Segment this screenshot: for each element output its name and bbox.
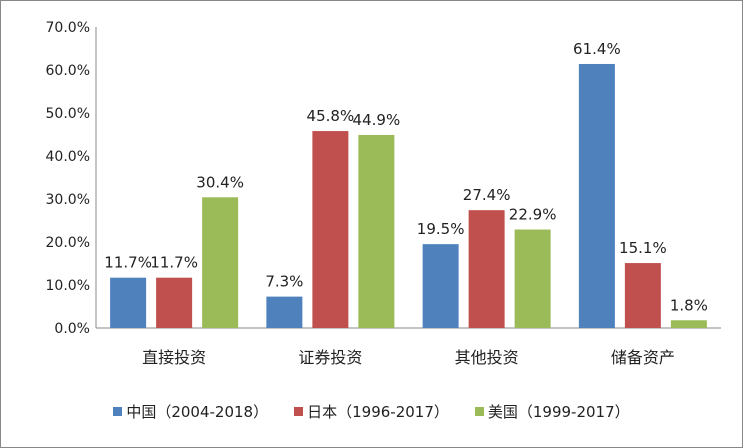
data-label: 27.4% <box>463 186 511 204</box>
bar <box>422 244 459 328</box>
legend-label: 美国（1999-2017） <box>487 403 630 421</box>
bar <box>670 320 707 328</box>
data-label: 22.9% <box>509 206 557 224</box>
data-label: 11.7% <box>104 254 152 272</box>
legend-swatch <box>294 407 304 416</box>
data-label: 1.8% <box>670 296 708 314</box>
data-label: 15.1% <box>619 239 667 257</box>
data-label: 45.8% <box>307 107 355 125</box>
plot-area: 0.0% 10.0% 20.0% 30.0% 40.0% 50.0% 60.0% 70.0% 直… <box>46 20 721 367</box>
x-tick-label: 其他投资 <box>455 348 519 367</box>
y-tick-label: 60.0% <box>46 63 90 79</box>
y-tick-label: 50.0% <box>46 106 90 122</box>
y-tick-label: 40.0% <box>46 149 90 165</box>
data-label: 30.4% <box>196 173 244 191</box>
bar <box>358 134 395 328</box>
data-label: 44.9% <box>353 111 401 129</box>
bar <box>578 63 615 328</box>
legend-item: 日本（1996-2017） <box>294 401 449 422</box>
bar <box>266 296 303 328</box>
legend-swatch <box>474 407 484 416</box>
bar <box>514 229 551 328</box>
legend-item: 中国（2004-2018） <box>113 401 268 422</box>
bar <box>312 131 349 328</box>
legend-label: 日本（1996-2017） <box>307 403 449 421</box>
y-tick-label: 10.0% <box>46 278 90 294</box>
x-tick-label: 直接投资 <box>142 348 206 367</box>
bar <box>156 277 193 328</box>
y-tick-label: 70.0% <box>46 20 90 36</box>
y-tick-label: 20.0% <box>46 235 90 251</box>
legend-item: 美国（1999-2017） <box>474 401 630 422</box>
bar <box>202 197 239 328</box>
x-tick-label: 证券投资 <box>298 348 362 367</box>
legend: 中国（2004-2018） 日本（1996-2017） 美国（1999-2017） <box>1 401 742 422</box>
data-label: 19.5% <box>417 220 465 238</box>
x-tick-label: 储备资产 <box>611 348 675 367</box>
bar <box>468 210 505 328</box>
y-tick-label: 30.0% <box>46 192 90 208</box>
legend-label: 中国（2004-2018） <box>126 403 269 421</box>
bar <box>624 263 661 328</box>
bar <box>110 277 147 328</box>
data-label: 7.3% <box>265 273 303 291</box>
data-label: 11.7% <box>150 254 198 272</box>
data-label: 61.4% <box>573 40 621 58</box>
y-tick-label: 0.0% <box>54 321 90 337</box>
legend-swatch <box>113 407 123 416</box>
